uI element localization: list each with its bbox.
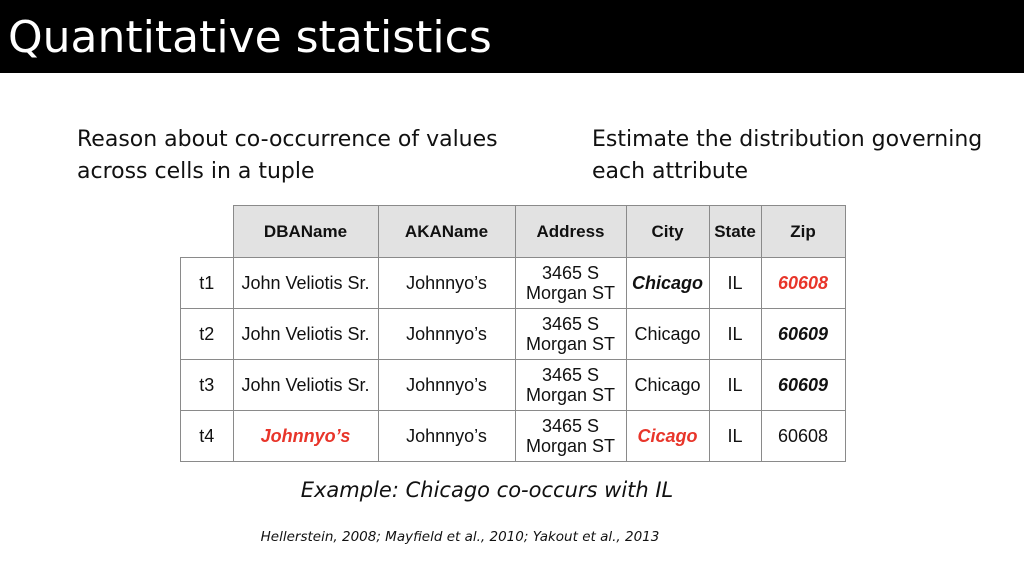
state-cell: IL: [708, 410, 762, 462]
aka-cell: Johnnyo’s: [377, 359, 516, 411]
table-row: t4 Johnnyo’s Johnnyo’s 3465 S Morgan ST C…: [180, 410, 846, 462]
address-cell: 3465 S Morgan ST: [514, 257, 627, 309]
city-cell-error: Cicago: [625, 410, 710, 462]
zip-cell: 60609: [760, 359, 846, 411]
address-line-1: 3465 S: [541, 416, 600, 436]
distribution-point: Estimate the distribution governing each…: [592, 127, 983, 184]
header-akaname: AKAName: [377, 205, 516, 258]
city-cell: Chicago: [625, 359, 710, 411]
table-row: t2 John Veliotis Sr. Johnnyo’s 3465 S Mor…: [180, 308, 846, 360]
example-caption: Example: Chicago co-occurs with IL: [300, 478, 674, 502]
table-header-row: DBAName AKAName Address City State Zip: [180, 205, 846, 258]
state-cell: IL: [708, 308, 762, 360]
city-cell: Chicago: [625, 257, 710, 309]
row-id: t4: [180, 410, 234, 462]
header-dbaname: DBAName: [232, 205, 379, 258]
header-zip: Zip: [760, 205, 846, 258]
dba-cell: John Veliotis Sr.: [232, 359, 379, 411]
co-occurrence-point: Reason about co-occurrence of values acr…: [77, 127, 498, 184]
address-line-2: Morgan ST: [525, 436, 616, 456]
address-cell: 3465 S Morgan ST: [514, 308, 627, 360]
address-line-1: 3465 S: [541, 263, 600, 283]
header-address: Address: [514, 205, 627, 258]
address-line-2: Morgan ST: [525, 283, 616, 303]
table-row: t3 John Veliotis Sr. Johnnyo’s 3465 S Mor…: [180, 359, 846, 411]
header-city: City: [625, 205, 710, 258]
state-cell: IL: [708, 359, 762, 411]
citation: Hellerstein, 2008; Mayfield et al., 2010…: [260, 529, 660, 545]
slide-title: Quantitative statistics: [8, 12, 492, 63]
aka-cell: Johnnyo’s: [377, 410, 516, 462]
zip-cell: 60608: [760, 410, 846, 462]
data-table: DBAName AKAName Address City State Zip t…: [180, 205, 846, 462]
corner-cell: [180, 205, 234, 258]
dba-cell-error: Johnnyo’s: [232, 410, 379, 462]
row-id: t2: [180, 308, 234, 360]
row-id: t1: [180, 257, 234, 309]
header-state: State: [708, 205, 762, 258]
zip-cell: 60609: [760, 308, 846, 360]
aka-cell: Johnnyo’s: [377, 257, 516, 309]
address-line-2: Morgan ST: [525, 334, 616, 354]
address-cell: 3465 S Morgan ST: [514, 410, 627, 462]
title-bar: Quantitative statistics: [0, 0, 1024, 73]
row-id: t3: [180, 359, 234, 411]
address-line-2: Morgan ST: [525, 385, 616, 405]
address-cell: 3465 S Morgan ST: [514, 359, 627, 411]
dba-cell: John Veliotis Sr.: [232, 257, 379, 309]
dba-cell: John Veliotis Sr.: [232, 308, 379, 360]
city-cell: Chicago: [625, 308, 710, 360]
state-cell: IL: [708, 257, 762, 309]
aka-cell: Johnnyo’s: [377, 308, 516, 360]
address-line-1: 3465 S: [541, 314, 600, 334]
table-row: t1 John Veliotis Sr. Johnnyo’s 3465 S Mor…: [180, 257, 846, 309]
address-line-1: 3465 S: [541, 365, 600, 385]
zip-cell-error: 60608: [760, 257, 846, 309]
